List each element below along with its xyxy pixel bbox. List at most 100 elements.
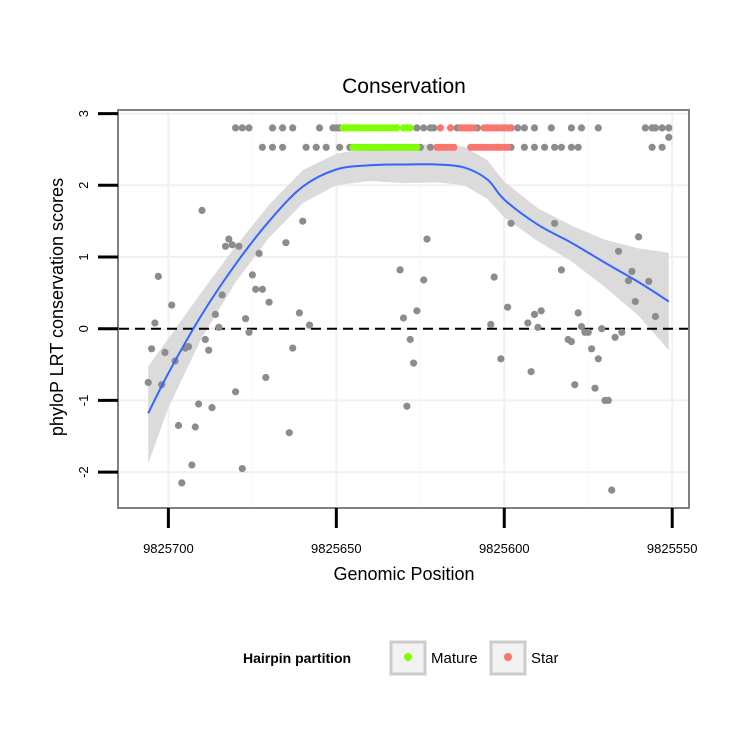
- other-point: [557, 143, 566, 151]
- other-point: [567, 338, 576, 346]
- other-point: [567, 124, 576, 132]
- other-point: [161, 348, 169, 356]
- other-point: [614, 247, 623, 255]
- x-tick-label: 9825700: [143, 541, 194, 556]
- other-point: [490, 273, 498, 281]
- other-point: [588, 345, 596, 353]
- other-point: [651, 312, 660, 321]
- other-point: [265, 298, 273, 306]
- other-point: [504, 303, 512, 311]
- other-point: [648, 143, 656, 151]
- other-point: [410, 359, 418, 367]
- other-point: [413, 307, 421, 315]
- other-point: [218, 291, 226, 299]
- other-point: [191, 423, 199, 431]
- y-tick-label: 3: [76, 110, 91, 117]
- y-axis: -2 -1 0 1 2 3: [76, 110, 118, 478]
- other-point: [574, 309, 582, 317]
- other-point: [322, 143, 330, 151]
- other-point: [258, 285, 266, 293]
- other-point: [215, 323, 223, 331]
- other-point: [201, 335, 209, 344]
- other-point: [168, 301, 176, 309]
- other-point: [574, 143, 582, 151]
- other-point: [577, 124, 586, 132]
- other-point: [487, 320, 495, 328]
- chart-title: Conservation: [342, 75, 466, 98]
- other-point: [641, 124, 649, 132]
- other-point: [282, 239, 290, 247]
- legend-label-mature: Mature: [431, 650, 478, 667]
- other-point: [396, 266, 404, 274]
- other-point: [221, 242, 230, 250]
- legend-key-star: [504, 653, 512, 661]
- x-tick-label: 9825550: [647, 541, 698, 556]
- other-point: [232, 388, 240, 396]
- star-point: [504, 143, 512, 151]
- other-point: [208, 404, 216, 412]
- legend-key-mature-box: [389, 640, 427, 676]
- other-point: [658, 124, 666, 132]
- other-point: [426, 143, 434, 151]
- other-point: [174, 421, 183, 430]
- other-point: [232, 124, 240, 132]
- other-point: [285, 429, 293, 437]
- other-point: [178, 479, 186, 487]
- other-point: [430, 124, 438, 132]
- legend-label-star: Star: [531, 650, 559, 667]
- other-point: [238, 124, 246, 132]
- other-point: [534, 323, 542, 331]
- other-point: [312, 143, 320, 151]
- other-point: [268, 124, 277, 132]
- other-point: [524, 319, 532, 327]
- other-point: [537, 307, 545, 315]
- other-point: [245, 328, 253, 336]
- other-point: [594, 124, 602, 132]
- data-points: [144, 124, 673, 494]
- x-tick-label: 9825600: [479, 541, 530, 556]
- other-point: [651, 124, 660, 132]
- y-tick-label: -2: [76, 466, 91, 478]
- other-point: [242, 315, 250, 323]
- other-point: [420, 124, 428, 132]
- other-point: [413, 124, 421, 132]
- y-tick-label: -1: [76, 395, 91, 407]
- other-point: [665, 124, 673, 132]
- other-point: [631, 297, 639, 306]
- star-point: [446, 124, 455, 132]
- other-point: [624, 277, 633, 285]
- other-point: [514, 124, 522, 132]
- other-point: [645, 277, 653, 285]
- other-point: [658, 143, 666, 151]
- other-point: [144, 378, 152, 387]
- other-point: [628, 267, 636, 275]
- other-point: [252, 285, 260, 293]
- other-point: [635, 233, 643, 241]
- other-point: [262, 373, 270, 382]
- other-point: [235, 242, 243, 250]
- other-point: [399, 314, 408, 322]
- x-tick-label: 9825650: [311, 541, 362, 556]
- other-point: [205, 346, 213, 354]
- other-point: [302, 143, 310, 151]
- x-axis: 9825700 9825650 9825600 9825550: [143, 508, 698, 556]
- y-tick-label: 0: [76, 325, 91, 332]
- other-point: [336, 143, 344, 151]
- other-point: [305, 321, 314, 329]
- other-point: [195, 400, 203, 408]
- other-point: [665, 133, 673, 141]
- other-point: [279, 124, 287, 132]
- other-point: [315, 124, 324, 132]
- smooth-line: [147, 163, 670, 414]
- other-point: [279, 143, 287, 151]
- other-point: [598, 325, 606, 333]
- other-point: [520, 143, 529, 151]
- mature-point: [393, 124, 401, 132]
- other-point: [245, 124, 253, 132]
- other-point: [530, 124, 539, 132]
- other-point: [268, 143, 277, 151]
- other-point: [608, 486, 616, 494]
- other-point: [591, 384, 599, 392]
- star-point: [470, 124, 478, 132]
